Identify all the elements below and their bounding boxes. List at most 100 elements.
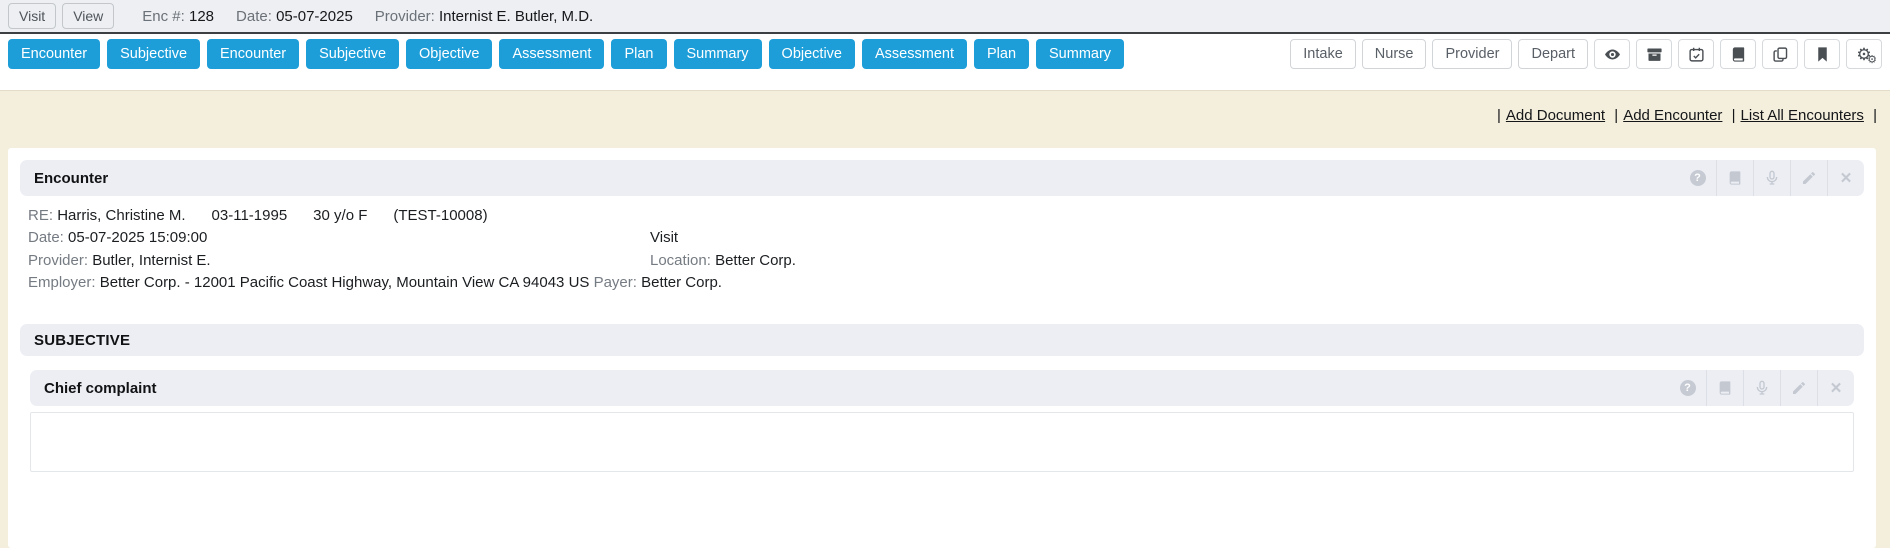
tab-assessment-1[interactable]: Assessment	[499, 39, 605, 69]
link-separator: |	[1731, 107, 1736, 124]
chief-complaint-card: Chief complaint ? ✕	[30, 370, 1854, 472]
link-separator: |	[1496, 107, 1501, 124]
encounter-section-header: Encounter ? ✕	[20, 160, 1864, 196]
edit-button[interactable]	[1790, 160, 1827, 196]
tab-objective-1[interactable]: Objective	[406, 39, 493, 69]
location-value: Better Corp.	[715, 251, 796, 269]
location-label: Location:	[650, 251, 711, 269]
archive-box-icon	[1646, 46, 1663, 63]
chief-complaint-title: Chief complaint	[44, 379, 157, 397]
encounter-number: Enc #: 128	[142, 8, 214, 25]
patient-line: RE: Harris, Christine M. 03-11-1995 30 y/o…	[28, 204, 1864, 227]
chief-complaint-header: Chief complaint ? ✕	[30, 370, 1854, 406]
add-document-link[interactable]: Add Document	[1505, 107, 1606, 124]
codes-book-button[interactable]	[1716, 160, 1753, 196]
bookmark-button[interactable]	[1804, 39, 1840, 69]
patient-age-sex: 30 y/o F	[313, 206, 368, 224]
encounter-top-bar: Visit View Enc #: 128 Date: 05-07-2025 P…	[0, 0, 1890, 34]
chief-complaint-header-icons: ? ✕	[1669, 370, 1854, 406]
close-icon: ✕	[1829, 380, 1843, 397]
provider-label: Provider:	[374, 7, 435, 25]
enc-label: Enc #:	[142, 7, 185, 25]
re-label: RE:	[28, 206, 54, 224]
visit-date-value: 05-07-2025 15:09:00	[68, 229, 208, 247]
provider-location-line: Provider: Butler, Internist E. Location:…	[28, 249, 1864, 272]
copy-icon	[1772, 46, 1789, 63]
pencil-icon	[1801, 170, 1817, 186]
tab-subjective-2[interactable]: Subjective	[306, 39, 400, 69]
help-button[interactable]: ?	[1669, 370, 1706, 406]
visit-category: Visit	[650, 229, 679, 247]
tab-summary-1[interactable]: Summary	[673, 39, 762, 69]
close-button[interactable]: ✕	[1817, 370, 1854, 406]
payer-value: Better Corp.	[641, 274, 722, 292]
bookmark-icon	[1814, 46, 1831, 63]
copy-button[interactable]	[1762, 39, 1798, 69]
date-label: Date:	[236, 7, 272, 25]
gears-icon: ⚙	[1856, 44, 1872, 64]
microphone-icon	[1764, 170, 1780, 186]
date-value: 05-07-2025	[276, 7, 353, 25]
intake-button[interactable]: Intake	[1290, 39, 1356, 69]
provider-value: Internist E. Butler, M.D.	[439, 7, 594, 25]
tab-plan-2[interactable]: Plan	[973, 39, 1030, 69]
help-circle-icon: ?	[1689, 170, 1706, 186]
close-button[interactable]: ✕	[1827, 160, 1864, 196]
list-all-encounters-link[interactable]: List All Encounters	[1740, 107, 1864, 124]
tab-encounter-2[interactable]: Encounter	[207, 39, 300, 69]
calendar-check-icon	[1688, 46, 1705, 63]
encounter-header-icons: ? ✕	[1679, 160, 1864, 196]
dictation-button[interactable]	[1753, 160, 1790, 196]
patient-name: Harris, Christine M.	[57, 206, 186, 224]
view-button[interactable]: View	[62, 3, 115, 29]
enc-value: 128	[189, 7, 215, 25]
visit-button[interactable]: Visit	[8, 3, 57, 29]
visit-provider-label: Provider:	[28, 251, 89, 269]
eye-button[interactable]	[1594, 39, 1630, 69]
tab-summary-2[interactable]: Summary	[1036, 39, 1125, 69]
tab-encounter-1[interactable]: Encounter	[8, 39, 101, 69]
codes-book-button[interactable]	[1706, 370, 1743, 406]
tab-subjective-1[interactable]: Subjective	[107, 39, 201, 69]
patient-id: (TEST-10008)	[393, 206, 488, 224]
encounter-toolbar: Encounter Subjective Encounter Subjectiv…	[0, 34, 1890, 91]
pencil-icon	[1791, 380, 1807, 396]
calendar-check-button[interactable]	[1678, 39, 1714, 69]
visit-location: Location: Better Corp.	[650, 252, 796, 269]
dictation-button[interactable]	[1743, 370, 1780, 406]
help-circle-icon: ?	[1679, 380, 1696, 396]
book-icon	[1727, 170, 1743, 186]
subjective-section-header: SUBJECTIVE	[20, 324, 1864, 356]
book-icon	[1717, 380, 1733, 396]
encounter-section-title: Encounter	[34, 169, 109, 187]
chief-complaint-content	[30, 412, 1854, 472]
depart-button[interactable]: Depart	[1518, 39, 1588, 69]
encounter-date: Date: 05-07-2025	[236, 8, 353, 25]
toolbar-right-group: Intake Nurse Provider Depart ⚙ ⚙	[1290, 39, 1882, 69]
provider-button[interactable]: Provider	[1432, 39, 1513, 69]
close-icon: ✕	[1839, 170, 1853, 187]
tab-plan-1[interactable]: Plan	[611, 39, 667, 69]
archive-box-button[interactable]	[1636, 39, 1672, 69]
nurse-button[interactable]: Nurse	[1361, 39, 1427, 69]
gears-button[interactable]: ⚙ ⚙	[1846, 39, 1882, 69]
visit-date: Date: 05-07-2025 15:09:00	[28, 229, 650, 246]
help-button[interactable]: ?	[1679, 160, 1716, 196]
tab-assessment-2[interactable]: Assessment	[862, 39, 967, 69]
link-separator: |	[1873, 107, 1877, 124]
subjective-section-title: SUBJECTIVE	[34, 331, 131, 349]
employer-label: Employer:	[28, 274, 96, 292]
tab-objective-2[interactable]: Objective	[768, 39, 855, 69]
visit-payer: Payer: Better Corp.	[594, 274, 722, 291]
employer-value: Better Corp. - 12001 Pacific Coast Highw…	[99, 274, 590, 292]
book-button[interactable]	[1720, 39, 1756, 69]
gear-small-icon: ⚙	[1867, 54, 1877, 66]
patient-employer: Employer: Better Corp. - 12001 Pacific C…	[28, 274, 589, 291]
edit-button[interactable]	[1780, 370, 1817, 406]
encounter-panel: Encounter ? ✕ RE: Harris, Christine M. 03…	[8, 148, 1876, 548]
add-encounter-link[interactable]: Add Encounter	[1623, 107, 1723, 124]
visit-date-label: Date:	[28, 229, 64, 247]
encounter-links-bar: | Add Document | Add Encounter | List All E…	[0, 91, 1890, 127]
date-visit-line: Date: 05-07-2025 15:09:00 Visit	[28, 227, 1864, 250]
link-separator: |	[1614, 107, 1619, 124]
